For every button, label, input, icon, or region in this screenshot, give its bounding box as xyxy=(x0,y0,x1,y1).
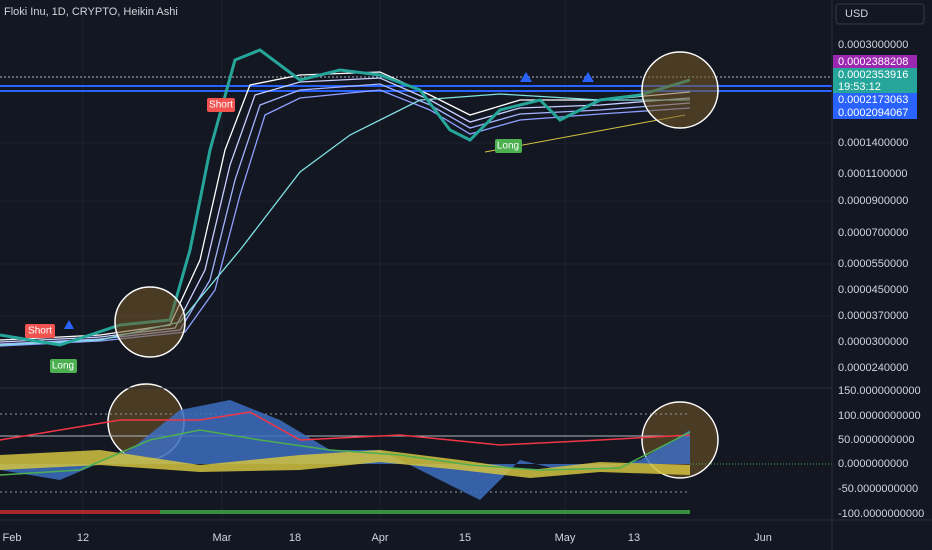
osc-levels xyxy=(0,413,690,493)
time-tick: Apr xyxy=(371,532,388,544)
price-tick: 0.0000240000 xyxy=(838,362,908,374)
price-tag-bg xyxy=(833,93,917,119)
signal-label: Short xyxy=(209,100,233,111)
state-bar xyxy=(160,510,690,514)
osc-tick: 50.0000000000 xyxy=(838,434,914,446)
osc-tick: 100.0000000000 xyxy=(838,410,921,422)
price-tick: 0.0000550000 xyxy=(838,258,908,270)
price-tag: 0.0002173063 xyxy=(838,94,908,106)
triangle xyxy=(582,72,594,82)
countdown: 19:53:12 xyxy=(838,81,881,93)
symbol-title: Floki Inu, 1D, CRYPTO, Heikin Ashi xyxy=(4,6,178,18)
triangle xyxy=(520,72,532,82)
signal-badge xyxy=(25,324,55,338)
time-tick: 18 xyxy=(289,532,301,544)
osc-area xyxy=(0,400,690,500)
signal-badge xyxy=(207,98,235,112)
signal-label: Long xyxy=(497,141,519,152)
price-tag: 0.0002353916 xyxy=(838,69,908,81)
currency-button[interactable] xyxy=(835,3,925,25)
osc-line xyxy=(0,411,691,446)
price-tag: 0.0002094067 xyxy=(838,107,908,119)
time-tick: May xyxy=(555,532,576,544)
price-tick: 0.0000300000 xyxy=(838,336,908,348)
signal-label: Short xyxy=(28,326,52,337)
price-tick: 0.0000450000 xyxy=(838,284,908,296)
price-tag-bg xyxy=(833,68,917,94)
osc-tick: -100.0000000000 xyxy=(838,508,924,520)
price-tick: 0.0000700000 xyxy=(838,227,908,239)
state-bar xyxy=(0,510,160,514)
signal-badge xyxy=(495,139,522,153)
time-tick: Mar xyxy=(213,532,232,544)
price-tick: 0.0000370000 xyxy=(838,310,908,322)
price-tag-bg xyxy=(833,55,917,69)
signal-label: Long xyxy=(52,361,74,372)
osc-band xyxy=(0,450,690,478)
price-tick: 0.0001100000 xyxy=(838,168,908,180)
signal-badge xyxy=(50,359,77,373)
time-tick: 15 xyxy=(459,532,471,544)
osc-tick: 0.0000000000 xyxy=(838,458,908,470)
osc-tick: 150.0000000000 xyxy=(838,385,921,397)
currency[interactable]: USD xyxy=(845,8,868,20)
osc-line xyxy=(0,429,691,476)
price-tag: 0.0002388208 xyxy=(838,56,908,68)
highlight xyxy=(107,51,719,479)
time-tick: Feb xyxy=(3,532,22,544)
time-tick: 13 xyxy=(628,532,640,544)
time-tick: Jun xyxy=(754,532,772,544)
price-tick: 0.0001400000 xyxy=(838,137,908,149)
price-tick: 0.0000900000 xyxy=(838,195,908,207)
triangle xyxy=(64,320,74,329)
price-tick: 0.0003000000 xyxy=(838,39,908,51)
time-tick: 12 xyxy=(77,532,89,544)
osc-tick: -50.0000000000 xyxy=(838,483,918,495)
